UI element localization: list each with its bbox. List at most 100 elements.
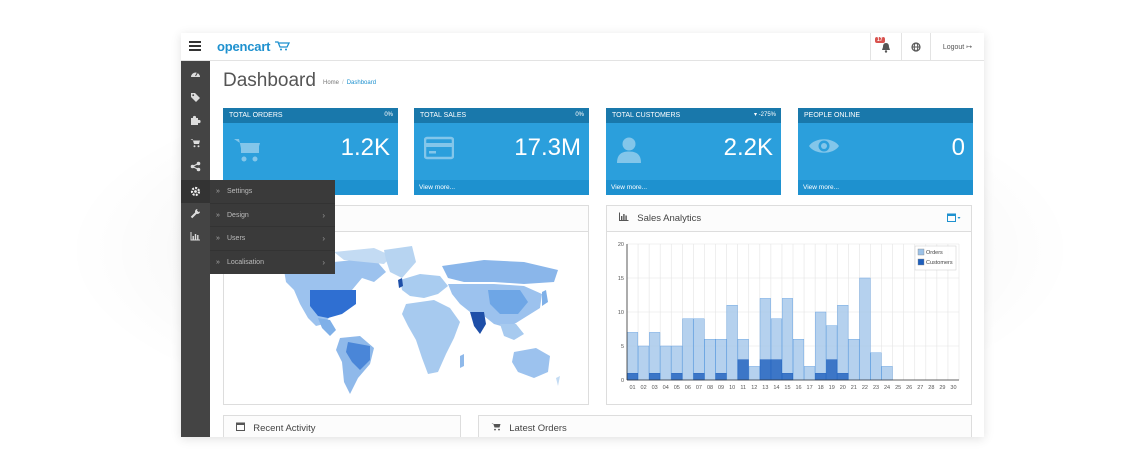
- chevron-right-icon: ›: [322, 234, 325, 243]
- sidebar: [181, 61, 210, 437]
- bar-customers: [837, 372, 849, 381]
- tile-total-sales: TOTAL SALES 0% 17.3M View more...: [414, 108, 589, 195]
- map-greenland: [384, 246, 416, 278]
- map-russia: [442, 260, 558, 284]
- breadcrumb-home-link[interactable]: Home: [323, 80, 340, 86]
- y-tick-label: 10: [618, 310, 624, 316]
- map-new-zealand: [556, 376, 560, 386]
- bar-customers: [627, 372, 639, 381]
- sales-analytics-header: Sales Analytics: [607, 206, 971, 232]
- map-australia: [512, 348, 550, 378]
- flyout-item-design[interactable]: » Design ›: [210, 204, 335, 227]
- extensions-puzzle-icon[interactable]: [189, 115, 202, 128]
- bar-orders: [881, 366, 893, 381]
- page-title: Dashboard: [223, 70, 316, 91]
- cart-icon: [491, 423, 503, 433]
- bar-orders: [649, 332, 661, 381]
- flyout-item-users[interactable]: » Users ›: [210, 227, 335, 251]
- bar-orders: [793, 338, 805, 381]
- globe-icon: [911, 42, 921, 52]
- sales-analytics-title: Sales Analytics: [637, 213, 702, 224]
- tile-title: TOTAL CUSTOMERS: [612, 112, 681, 119]
- y-tick-label: 5: [621, 344, 624, 350]
- view-more-link[interactable]: View more...: [606, 180, 781, 195]
- map-madagascar: [460, 354, 464, 368]
- x-tick-label: 23: [873, 385, 879, 391]
- system-gear-icon[interactable]: [181, 180, 210, 203]
- chevron-right-icon: ›: [322, 210, 325, 220]
- latest-orders-title: Latest Orders: [509, 423, 567, 434]
- x-tick-label: 04: [663, 385, 669, 391]
- x-tick-label: 08: [707, 385, 713, 391]
- bar-chart-icon: [619, 212, 631, 223]
- breadcrumb-dashboard-link[interactable]: Dashboard: [346, 80, 377, 86]
- bar-orders: [726, 304, 738, 381]
- logout-label: Logout: [942, 43, 965, 51]
- tile-total-customers: TOTAL CUSTOMERS ▾ -275% 2.2K View more...: [606, 108, 781, 195]
- y-tick-label: 20: [618, 242, 624, 248]
- tile-value: 2.2K: [723, 134, 773, 161]
- tile-change: 0%: [384, 112, 393, 118]
- x-tick-label: 06: [685, 385, 691, 391]
- sign-out-icon: ↦: [966, 44, 973, 51]
- sales-analytics-panel: Sales Analytics 0 5 10 15 20 01 02 03 04 05 06 07 08…: [606, 205, 972, 405]
- x-tick-label: 07: [696, 385, 702, 391]
- x-tick-label: 30: [950, 385, 956, 391]
- bar-customers: [671, 372, 683, 381]
- bar-orders: [682, 318, 694, 381]
- dashboard-icon[interactable]: [189, 69, 202, 82]
- calendar-dropdown-icon[interactable]: [947, 206, 961, 232]
- x-tick-label: 13: [762, 385, 768, 391]
- double-chevron-icon: »: [216, 211, 220, 219]
- bar-customers: [715, 372, 727, 381]
- double-chevron-icon: »: [216, 258, 220, 266]
- catalog-tag-icon[interactable]: [189, 92, 202, 105]
- tile-value: 0: [951, 134, 965, 161]
- x-tick-label: 03: [652, 385, 658, 391]
- bar-orders: [638, 345, 650, 381]
- bar-orders: [848, 338, 860, 381]
- flyout-item-localisation[interactable]: » Localisation ›: [210, 251, 335, 275]
- bar-orders: [781, 298, 793, 381]
- sales-cart-icon[interactable]: [189, 138, 202, 151]
- opencart-logo[interactable]: opencart: [217, 39, 271, 54]
- bar-customers: [759, 359, 771, 381]
- bar-customers: [737, 359, 749, 381]
- map-china: [488, 290, 528, 314]
- reports-bar-chart-icon[interactable]: [189, 231, 202, 244]
- double-chevron-icon: »: [216, 235, 220, 242]
- recent-activity-header: Recent Activity: [224, 416, 460, 437]
- double-chevron-icon: »: [216, 188, 220, 195]
- marketing-share-icon[interactable]: [189, 161, 202, 174]
- logo-cart-icon: [274, 40, 291, 54]
- map-japan: [542, 290, 548, 306]
- view-more-link[interactable]: View more...: [798, 180, 973, 195]
- bar-customers: [815, 372, 827, 381]
- map-southeast-asia: [500, 324, 524, 340]
- x-tick-label: 24: [884, 385, 890, 391]
- flyout-item-settings[interactable]: » Settings: [210, 180, 335, 204]
- x-tick-label: 18: [818, 385, 824, 391]
- map-india: [470, 312, 486, 334]
- tools-wrench-icon[interactable]: [189, 208, 202, 221]
- view-more-link[interactable]: View more...: [414, 180, 589, 195]
- legend-label: Customers: [926, 260, 953, 266]
- x-tick-label: 25: [895, 385, 901, 391]
- recent-activity-panel: Recent Activity: [223, 415, 461, 437]
- x-tick-label: 10: [729, 385, 735, 391]
- world-map[interactable]: [224, 232, 588, 404]
- logout-button[interactable]: Logout ↦: [930, 33, 984, 61]
- x-tick-label: 12: [751, 385, 757, 391]
- sidebar-toggle-icon[interactable]: [189, 41, 201, 53]
- tile-change: ▾ -275%: [753, 112, 776, 118]
- tile-value: 17.3M: [514, 134, 581, 161]
- bar-orders: [837, 304, 849, 381]
- store-link-button[interactable]: [901, 33, 930, 61]
- x-tick-label: 01: [629, 385, 635, 391]
- bar-customers: [770, 359, 782, 381]
- latest-orders-header: Latest Orders: [479, 416, 971, 437]
- alerts-button[interactable]: 17: [870, 33, 901, 61]
- tile-title: TOTAL SALES: [420, 112, 467, 119]
